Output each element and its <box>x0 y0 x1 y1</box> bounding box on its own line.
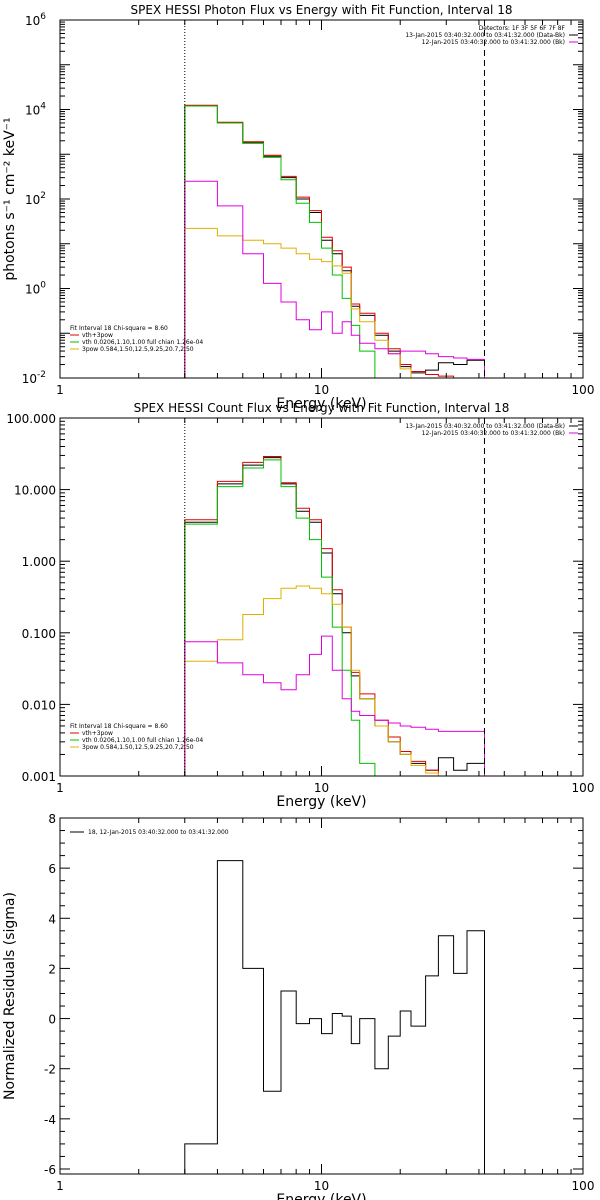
y-tick-label: 0.001 <box>22 770 56 784</box>
legend-entry: 13-Jan-2015 03:40:32.000 to 03:41:32.000… <box>405 32 565 39</box>
y-axis-label: photons s⁻¹ cm⁻² keV⁻¹ <box>2 117 18 280</box>
x-axis-label: Energy (keV) <box>276 794 366 810</box>
x-axis-label: Energy (keV) <box>276 396 366 412</box>
fit-legend-entry: Fit Interval 18 Chi-square = 8.60 <box>70 325 168 332</box>
y-tick-label: 100.000 <box>6 412 56 426</box>
series-line-1 <box>184 105 485 378</box>
x-tick-label: 10 <box>314 1179 329 1193</box>
plot-frame <box>59 817 584 1175</box>
y-tick-label: 100 <box>25 281 46 297</box>
x-tick-label: 10 <box>314 383 329 397</box>
y-axis-label: Normalized Residuals (sigma) <box>2 892 18 1100</box>
y-tick-label: 106 <box>25 12 46 28</box>
y-tick-label: -4 <box>44 1113 56 1127</box>
y-tick-label: -2 <box>44 1063 56 1077</box>
y-tick-label: 1.000 <box>22 555 56 569</box>
legend-entry: Detectors: 1F 3F 5F 6F 7F 8F <box>479 25 566 32</box>
x-axis-label: Energy (keV) <box>276 1192 366 1200</box>
legend-entry: 12-Jan-2015 03:40:32.000 to 03:41:32.000… <box>422 430 565 437</box>
y-tick-label: 0.010 <box>22 698 56 712</box>
fit-legend-entry: Fit Interval 18 Chi-square = 8.60 <box>70 723 168 730</box>
fit-legend-entry: 3pow 0.584,1.50,12.5,9.25,20.7,2.50 <box>82 744 194 751</box>
y-tick-label: 102 <box>25 191 46 207</box>
y-tick-label: 10-2 <box>22 370 46 386</box>
series-line-1 <box>184 457 485 776</box>
fit-legend-entry: vth+3pow <box>82 332 113 339</box>
series-line-2 <box>184 104 468 378</box>
fit-legend-entry: vth+3pow <box>82 730 113 737</box>
x-tick-label: 100 <box>572 383 595 397</box>
panel-3: 1 10 100 -6 -4 -2 0 2 4 6 8 Energy (keV) Normalized … <box>2 812 594 1200</box>
series-line-3 <box>184 105 376 378</box>
y-tick-label: 2 <box>48 962 56 976</box>
panel-2: SPEX HESSI Count Flux vs Energy with Fit… <box>6 401 595 810</box>
panel-title: SPEX HESSI Photon Flux vs Energy with Fi… <box>131 3 513 17</box>
x-tick-label: 10 <box>314 781 329 795</box>
x-tick-label: 100 <box>572 1179 595 1193</box>
y-tick-label: 4 <box>48 912 56 926</box>
panel-1: SPEX HESSI Photon Flux vs Energy with Fi… <box>2 3 595 412</box>
x-tick-label: 1 <box>56 1179 64 1193</box>
series-line-5 <box>184 635 485 776</box>
y-tick-label: 8 <box>48 812 56 826</box>
y-tick-label: 0.100 <box>22 627 56 641</box>
x-tick-label: 1 <box>56 781 64 795</box>
series-line-1 <box>184 860 485 1174</box>
y-tick-label: 6 <box>48 862 56 876</box>
series-line-5 <box>184 180 485 378</box>
y-tick-label: -6 <box>44 1163 56 1177</box>
series-line-2 <box>184 456 455 776</box>
x-tick-label: 1 <box>56 383 64 397</box>
panel-title: SPEX HESSI Count Flux vs Energy with Fit… <box>134 401 510 415</box>
y-tick-label: 10.000 <box>14 484 56 498</box>
fit-legend-entry: vth 0.0206,1.10,1.00 full chian 1.26e-04 <box>82 737 203 744</box>
x-tick-label: 100 <box>572 781 595 795</box>
series-line-3 <box>184 459 376 776</box>
legend-entry: 13-Jan-2015 03:40:32.000 to 03:41:32.000… <box>405 423 565 430</box>
legend-entry: 12-Jan-2015 03:40:32.000 to 03:41:32.000… <box>422 39 565 46</box>
y-tick-label: 104 <box>25 102 46 118</box>
fit-legend-entry: 3pow 0.584,1.50,12.5,9.25,20.7,2.50 <box>82 346 194 353</box>
fit-legend-entry: vth 0.0206,1.10,1.00 full chian 1.26e-04 <box>82 339 203 346</box>
legend-entry: 18, 12-Jan-2015 03:40:32.000 to 03:41:32… <box>88 829 229 836</box>
series-line-4 <box>184 227 427 378</box>
series-line-4 <box>184 585 439 776</box>
y-tick-label: 0 <box>48 1013 56 1027</box>
